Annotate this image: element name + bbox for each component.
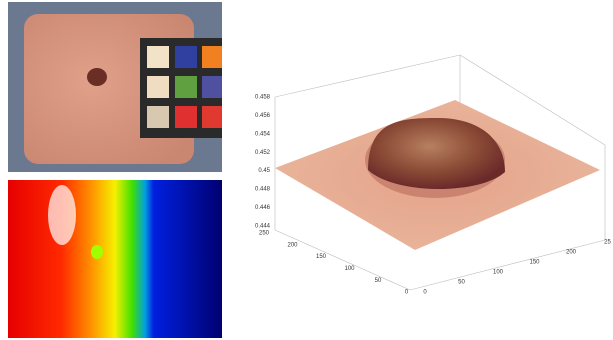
z-tick-label: 0.456: [255, 113, 271, 119]
x-tick-label: 200: [566, 250, 577, 256]
z-tick-label: 0.444: [255, 223, 271, 229]
z-tick-label: 0.45: [258, 168, 270, 174]
z-tick-label: 0.458: [255, 95, 271, 101]
x-tick-label: 100: [493, 270, 504, 276]
x-tick-label: 50: [458, 280, 465, 286]
skin-photo: [8, 2, 222, 172]
z-tick-label: 0.448: [255, 187, 271, 193]
y-tick-label: 100: [344, 266, 355, 272]
depth-map: [8, 180, 222, 338]
figure-canvas: 0.458 0.456 0.454 0.452 0.45 0.448 0.446 0.444 2…: [0, 0, 613, 340]
y-tick-label: 50: [375, 278, 382, 284]
x-tick-label: 25: [604, 240, 611, 246]
y-tick-label: 250: [259, 231, 270, 237]
y-tick-label: 0: [405, 290, 409, 296]
z-tick-label: 0.452: [255, 150, 271, 156]
x-tick-label: 150: [529, 260, 540, 266]
y-tick-label: 200: [287, 242, 298, 248]
z-tick-label: 0.446: [255, 205, 271, 211]
figure: 0.458 0.456 0.454 0.452 0.45 0.448 0.446 0.444 2…: [0, 0, 613, 340]
z-tick-label: 0.454: [255, 131, 271, 137]
y-tick-label: 150: [316, 254, 327, 260]
x-tick-label: 0: [423, 290, 427, 296]
surface: [275, 100, 600, 250]
